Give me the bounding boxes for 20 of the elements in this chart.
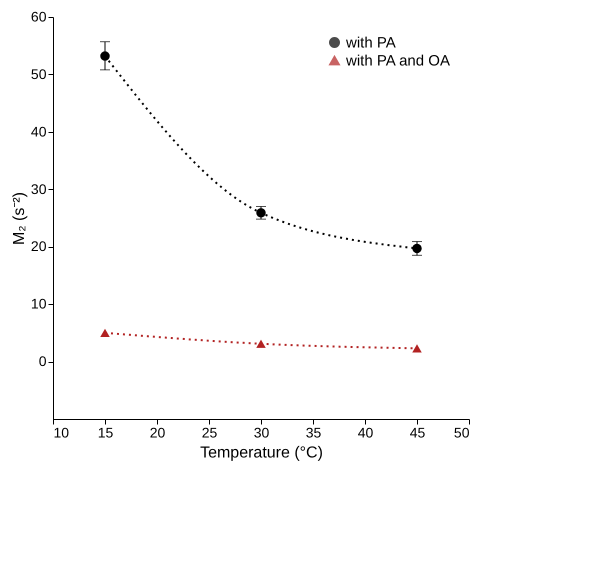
x-tick-label: 45 xyxy=(410,424,426,440)
y-tick-label: 30 xyxy=(30,180,47,197)
y-tick-label: 10 xyxy=(30,296,47,312)
y-tick-label: 0 xyxy=(38,353,47,370)
x-tick-label: 35 xyxy=(306,424,322,440)
y-tick-label: 60 xyxy=(30,8,47,24)
y-tick-label: 50 xyxy=(30,66,47,82)
x-tick-label: 20 xyxy=(150,424,166,440)
x-tick-label: 15 xyxy=(98,424,114,440)
y-axis-title: M₂ (s⁻²) xyxy=(10,192,28,245)
legend-label: with PA xyxy=(345,34,396,52)
y-tick-label: 20 xyxy=(30,238,47,254)
x-tick-label: 50 xyxy=(454,424,470,440)
legend-label: with PA and OA xyxy=(345,52,450,70)
x-tick-label: 30 xyxy=(254,424,270,440)
x-tick-label: 10 xyxy=(54,424,70,440)
x-axis-title: Temperature (°C) xyxy=(200,444,323,462)
y-tick-label: 40 xyxy=(30,123,47,140)
x-tick-label: 25 xyxy=(202,424,218,440)
x-tick-label: 40 xyxy=(358,424,374,440)
